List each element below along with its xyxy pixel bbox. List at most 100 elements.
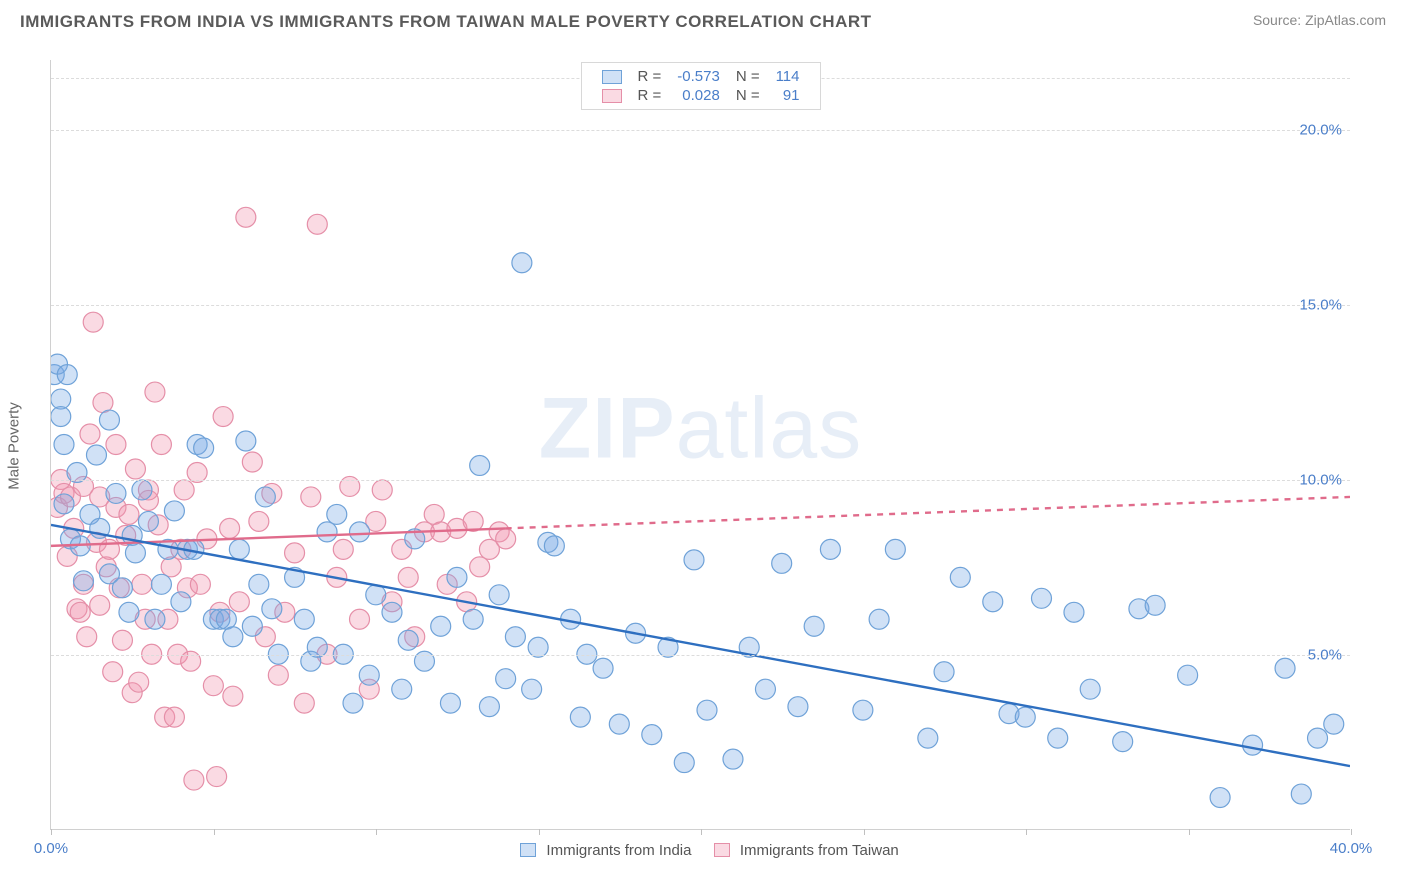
point-taiwan[interactable]	[190, 574, 210, 594]
point-taiwan[interactable]	[125, 459, 145, 479]
point-india[interactable]	[236, 431, 256, 451]
point-india[interactable]	[431, 616, 451, 636]
point-india[interactable]	[382, 602, 402, 622]
point-india[interactable]	[918, 728, 938, 748]
point-india[interactable]	[99, 410, 119, 430]
point-india[interactable]	[755, 679, 775, 699]
point-taiwan[interactable]	[307, 214, 327, 234]
point-india[interactable]	[158, 539, 178, 559]
point-taiwan[interactable]	[106, 435, 126, 455]
point-india[interactable]	[1308, 728, 1328, 748]
point-india[interactable]	[125, 543, 145, 563]
point-taiwan[interactable]	[77, 627, 97, 647]
point-taiwan[interactable]	[184, 770, 204, 790]
point-taiwan[interactable]	[327, 567, 347, 587]
point-india[interactable]	[463, 609, 483, 629]
point-india[interactable]	[1048, 728, 1068, 748]
point-india[interactable]	[398, 630, 418, 650]
point-taiwan[interactable]	[132, 574, 152, 594]
point-india[interactable]	[544, 536, 564, 556]
point-india[interactable]	[853, 700, 873, 720]
point-india[interactable]	[505, 627, 525, 647]
point-india[interactable]	[164, 501, 184, 521]
point-india[interactable]	[327, 504, 347, 524]
point-taiwan[interactable]	[151, 435, 171, 455]
point-india[interactable]	[70, 536, 90, 556]
point-taiwan[interactable]	[463, 511, 483, 531]
point-taiwan[interactable]	[83, 312, 103, 332]
point-india[interactable]	[697, 700, 717, 720]
point-taiwan[interactable]	[242, 452, 262, 472]
point-india[interactable]	[772, 553, 792, 573]
point-taiwan[interactable]	[496, 529, 516, 549]
point-taiwan[interactable]	[112, 630, 132, 650]
point-taiwan[interactable]	[174, 480, 194, 500]
point-india[interactable]	[1064, 602, 1084, 622]
point-india[interactable]	[570, 707, 590, 727]
point-india[interactable]	[593, 658, 613, 678]
point-india[interactable]	[642, 725, 662, 745]
point-taiwan[interactable]	[223, 686, 243, 706]
point-taiwan[interactable]	[350, 609, 370, 629]
point-india[interactable]	[950, 567, 970, 587]
point-india[interactable]	[249, 574, 269, 594]
point-taiwan[interactable]	[285, 543, 305, 563]
point-india[interactable]	[151, 574, 171, 594]
point-india[interactable]	[626, 623, 646, 643]
point-taiwan[interactable]	[99, 539, 119, 559]
point-india[interactable]	[788, 697, 808, 717]
point-india[interactable]	[138, 511, 158, 531]
point-india[interactable]	[106, 483, 126, 503]
point-taiwan[interactable]	[236, 207, 256, 227]
source-link[interactable]: ZipAtlas.com	[1305, 12, 1386, 28]
point-india[interactable]	[255, 487, 275, 507]
point-india[interactable]	[90, 518, 110, 538]
point-taiwan[interactable]	[119, 504, 139, 524]
point-india[interactable]	[350, 522, 370, 542]
point-india[interactable]	[440, 693, 460, 713]
point-india[interactable]	[684, 550, 704, 570]
point-taiwan[interactable]	[220, 518, 240, 538]
point-taiwan[interactable]	[145, 382, 165, 402]
point-india[interactable]	[359, 665, 379, 685]
point-india[interactable]	[171, 592, 191, 612]
point-india[interactable]	[983, 592, 1003, 612]
point-india[interactable]	[479, 697, 499, 717]
point-india[interactable]	[343, 693, 363, 713]
point-india[interactable]	[489, 585, 509, 605]
point-india[interactable]	[405, 529, 425, 549]
point-india[interactable]	[119, 602, 139, 622]
point-taiwan[interactable]	[333, 539, 353, 559]
point-india[interactable]	[674, 753, 694, 773]
point-taiwan[interactable]	[294, 693, 314, 713]
point-india[interactable]	[122, 525, 142, 545]
point-taiwan[interactable]	[103, 662, 123, 682]
point-india[interactable]	[86, 445, 106, 465]
point-india[interactable]	[447, 567, 467, 587]
point-taiwan[interactable]	[207, 767, 227, 787]
point-india[interactable]	[496, 669, 516, 689]
point-india[interactable]	[1178, 665, 1198, 685]
point-india[interactable]	[1015, 707, 1035, 727]
point-india[interactable]	[1113, 732, 1133, 752]
point-india[interactable]	[609, 714, 629, 734]
point-taiwan[interactable]	[470, 557, 490, 577]
point-india[interactable]	[184, 539, 204, 559]
point-india[interactable]	[145, 609, 165, 629]
point-india[interactable]	[1031, 588, 1051, 608]
point-india[interactable]	[561, 609, 581, 629]
point-india[interactable]	[242, 616, 262, 636]
point-india[interactable]	[1243, 735, 1263, 755]
point-india[interactable]	[317, 522, 337, 542]
point-taiwan[interactable]	[90, 595, 110, 615]
point-taiwan[interactable]	[301, 487, 321, 507]
point-india[interactable]	[470, 455, 490, 475]
point-india[interactable]	[54, 494, 74, 514]
point-taiwan[interactable]	[268, 665, 288, 685]
point-india[interactable]	[1291, 784, 1311, 804]
point-india[interactable]	[820, 539, 840, 559]
point-india[interactable]	[132, 480, 152, 500]
point-india[interactable]	[392, 679, 412, 699]
point-taiwan[interactable]	[229, 592, 249, 612]
point-india[interactable]	[54, 435, 74, 455]
